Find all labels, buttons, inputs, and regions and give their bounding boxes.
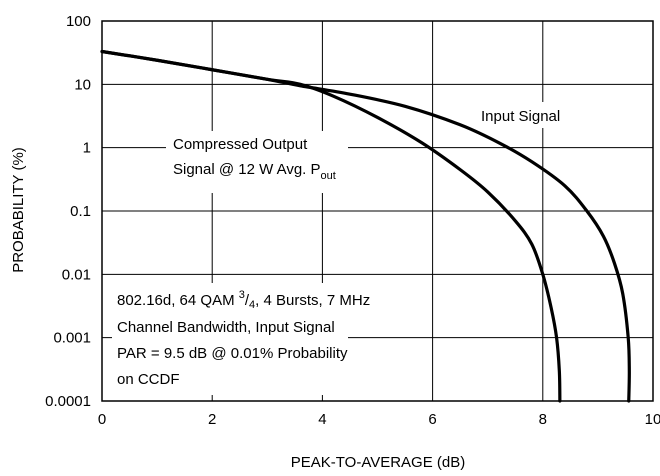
curve-layer <box>100 49 631 403</box>
x-tick-label: 6 <box>428 411 436 428</box>
x-tick-label: 2 <box>208 411 216 428</box>
output-subscript: out <box>321 170 336 182</box>
input-signal-label: Input Signal <box>481 108 560 125</box>
x-tick-label: 8 <box>539 411 547 428</box>
y-tick-label: 0.01 <box>62 266 91 283</box>
output-signal-label-line1: Compressed Output <box>173 136 308 153</box>
y-tick-label: 10 <box>74 76 91 93</box>
y-tick-label: 0.001 <box>53 330 91 347</box>
note-line-2: Channel Bandwidth, Input Signal <box>117 319 335 336</box>
y-tick-label: 0.0001 <box>45 393 91 410</box>
x-tick-label: 0 <box>98 411 106 428</box>
y-tick-label: 1 <box>83 140 91 157</box>
y-tick-label: 100 <box>66 13 91 30</box>
y-tick-label: 0.1 <box>70 203 91 220</box>
note-fraction-denominator: 4 <box>249 299 255 311</box>
output-label-bg <box>166 131 348 193</box>
y-axis-title: PROBABILITY (%) <box>10 147 27 273</box>
x-tick-label: 10 <box>645 411 660 428</box>
output-signal-label-line2: Signal @ 12 W Avg. Pout <box>173 161 336 182</box>
note-line-4: on CCDF <box>117 371 180 388</box>
input-label-bg <box>474 102 580 128</box>
x-tick-label: 4 <box>318 411 326 428</box>
note-line-3: PAR = 9.5 dB @ 0.01% Probability <box>117 345 348 362</box>
note-bg <box>112 283 348 395</box>
x-axis-title: PEAK-TO-AVERAGE (dB) <box>291 454 466 471</box>
plot-frame <box>101 20 654 402</box>
note-line-1: 802.16d, 64 QAM 3/4, 4 Bursts, 7 MHz <box>117 289 370 311</box>
tick-labels: 0 2 4 6 8 10 100 10 1 0.1 0.01 0.001 0.0001 <box>45 13 660 428</box>
compressed-output-curve <box>100 49 562 403</box>
note-fraction-numerator: 3 <box>239 289 245 301</box>
